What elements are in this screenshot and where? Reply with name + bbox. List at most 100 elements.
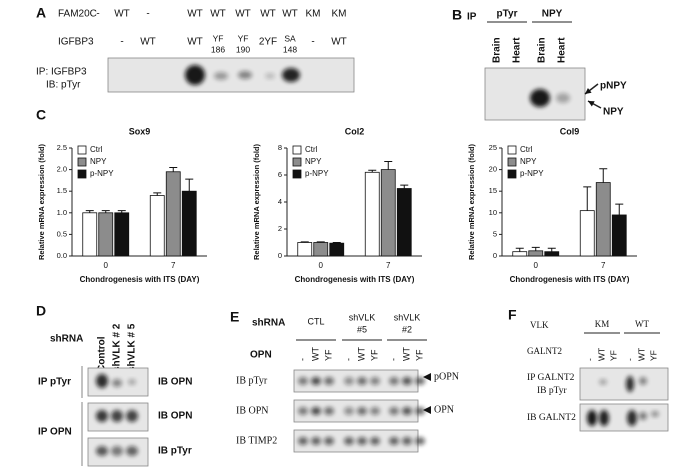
legend-label: NPY <box>90 157 107 166</box>
band <box>599 410 609 426</box>
error-bar <box>300 241 309 243</box>
lane-label: shVLK # 2 <box>112 323 123 372</box>
lane-label: - <box>343 358 353 361</box>
lane-label: Brain <box>492 37 503 63</box>
lane-label: 186 <box>211 44 225 54</box>
panel-label: D <box>36 303 46 319</box>
y-axis-label: Relative mRNA expression (fold) <box>37 144 46 260</box>
band <box>298 407 308 415</box>
band <box>389 377 399 385</box>
lane-label: shVLK # 5 <box>127 323 138 372</box>
lane-label: WT <box>114 9 130 20</box>
arrow-head <box>423 373 431 381</box>
error-bar <box>583 186 592 211</box>
lane-label: WT <box>260 9 276 20</box>
x-tick-label: 0 <box>319 261 324 270</box>
band <box>344 407 354 415</box>
error-bar <box>615 203 624 215</box>
band <box>344 437 354 445</box>
bar <box>297 242 313 257</box>
legend-label: NPY <box>520 157 537 166</box>
group-label: CTL <box>307 316 324 326</box>
galnt2-label: GALNT2 <box>527 346 562 356</box>
legend-swatch <box>292 169 302 179</box>
bar <box>396 188 412 257</box>
x-tick-label: 0 <box>534 261 539 270</box>
group-label: #5 <box>357 324 367 334</box>
lane-label: WT <box>356 347 366 361</box>
band <box>311 377 321 385</box>
bar <box>313 242 329 257</box>
error-bar <box>599 168 608 183</box>
arrow-head <box>585 87 592 94</box>
band <box>599 379 607 385</box>
error-bar <box>153 192 162 196</box>
y-tick-label: 4 <box>278 197 282 206</box>
ip-label: IP pTyr <box>38 377 71 388</box>
x-tick-label: 7 <box>601 261 606 270</box>
lane-label: - <box>311 37 314 48</box>
legend-label: Ctrl <box>90 145 103 154</box>
band <box>324 407 334 415</box>
panel-label: E <box>230 309 239 325</box>
band <box>265 73 275 79</box>
error-bar <box>185 178 194 192</box>
bar <box>611 214 627 257</box>
band <box>530 89 550 107</box>
bar <box>149 195 165 257</box>
lane-label: YF <box>414 349 424 361</box>
lane-label: WT <box>636 348 646 361</box>
blot-label: IB pTyr <box>537 386 568 396</box>
y-tick-label: 2 <box>278 224 282 233</box>
band <box>324 377 334 385</box>
lane-label: WT <box>310 347 320 361</box>
error-bar <box>332 242 341 244</box>
legend-label: p-NPY <box>520 169 544 178</box>
legend-label: Ctrl <box>305 145 318 154</box>
band <box>639 377 647 385</box>
y-tick-label: 2.0 <box>57 165 67 174</box>
y-tick-label: 5 <box>493 229 497 238</box>
chart-title: Sox9 <box>129 126 151 136</box>
group-label: NPY <box>542 9 563 20</box>
arrow-label: NPY <box>603 107 624 118</box>
panel-label: A <box>36 5 46 21</box>
bar <box>181 190 197 257</box>
lane-label: - <box>624 358 634 361</box>
band <box>402 437 412 445</box>
legend-label: p-NPY <box>305 169 329 178</box>
ib-label: IB TIMP2 <box>236 435 277 446</box>
y-tick-label: 20 <box>489 165 497 174</box>
x-tick-label: 7 <box>386 261 391 270</box>
band <box>112 379 122 387</box>
lane-label: YF <box>213 33 224 43</box>
y-tick-label: 25 <box>489 143 497 152</box>
arrow-label: pOPN <box>434 371 459 382</box>
bar <box>82 212 98 257</box>
error-bar <box>101 210 110 213</box>
ip-label: IP <box>467 12 477 23</box>
lane-label: - <box>297 358 307 361</box>
arrow-label: OPN <box>434 404 454 415</box>
band <box>370 407 380 415</box>
error-bar <box>515 247 524 252</box>
legend-swatch <box>77 169 87 179</box>
group-label: shVLK <box>394 312 421 322</box>
chart-title: Col2 <box>345 126 365 136</box>
blot-label: IP: IGFBP3 <box>36 67 87 78</box>
panel-label: C <box>36 107 46 123</box>
lane-label: 148 <box>283 44 297 54</box>
legend-swatch <box>77 145 87 155</box>
blot <box>579 367 669 401</box>
arrow-head <box>423 406 431 414</box>
band <box>556 93 570 103</box>
lane-label: 2YF <box>259 37 277 48</box>
ib-label: IB OPN <box>236 405 269 416</box>
arrow-label: pNPY <box>600 81 627 92</box>
lane-label: Heart <box>512 37 523 63</box>
band <box>214 72 228 80</box>
band <box>639 412 647 420</box>
x-tick-label: 0 <box>104 261 109 270</box>
x-tick-label: 7 <box>171 261 176 270</box>
